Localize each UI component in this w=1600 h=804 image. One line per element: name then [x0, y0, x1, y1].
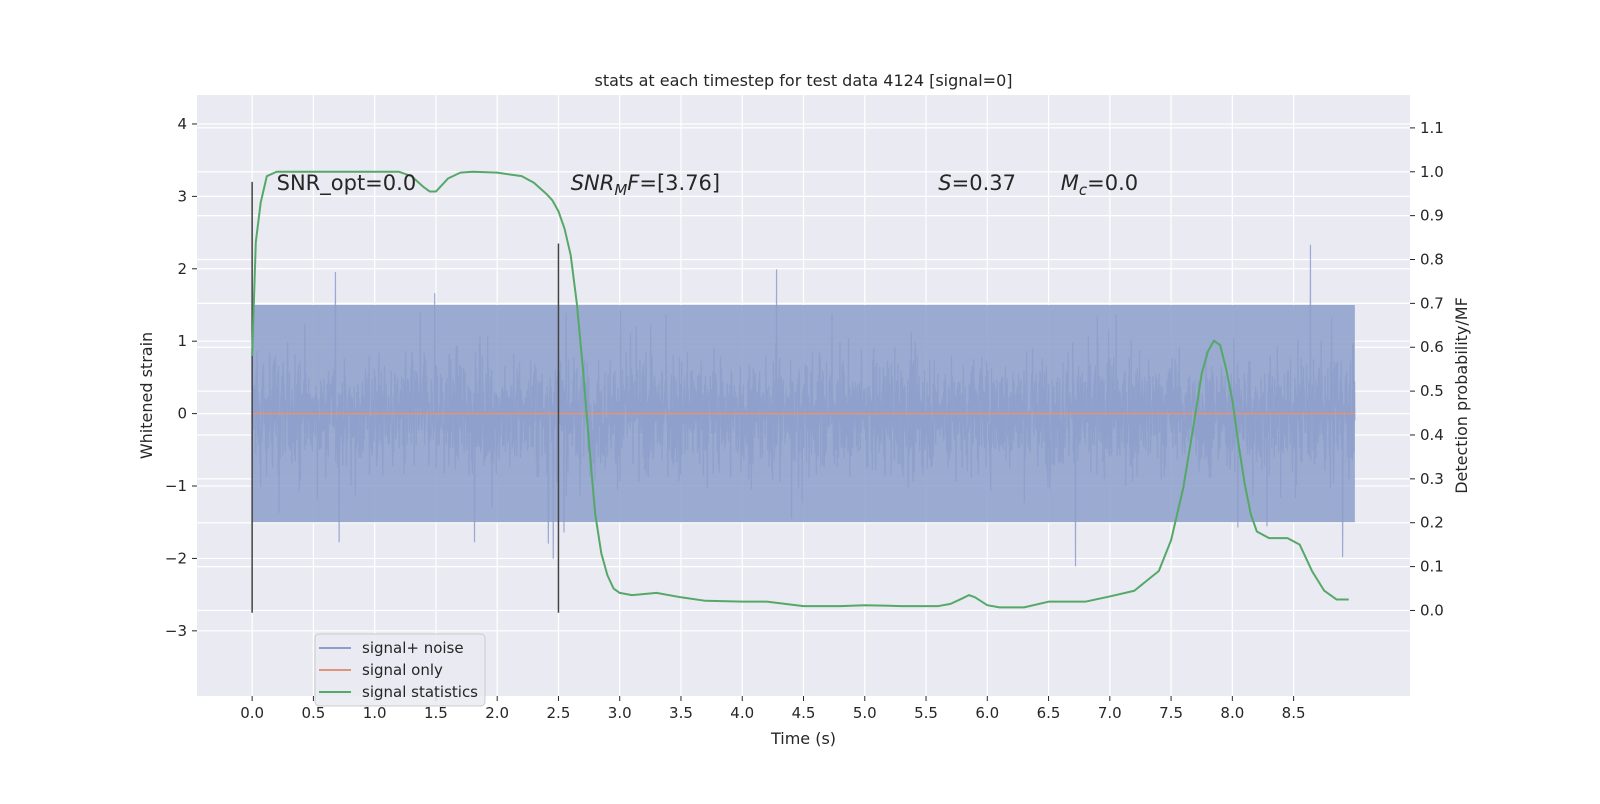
- legend-label-signal-statistics: signal statistics: [362, 683, 478, 701]
- y2-tick-label: 0.4: [1420, 426, 1444, 444]
- x-tick-label: 3.0: [608, 704, 632, 722]
- annotation-subscript: c: [1079, 181, 1088, 199]
- y-tick-label: 2: [177, 260, 187, 278]
- annotation-subscript: M: [614, 181, 627, 199]
- y-axis-label: Whitened strain: [137, 332, 156, 459]
- legend-label-signal-only: signal only: [362, 661, 443, 679]
- series-signal-statistics: [251, 170, 1349, 609]
- annotation-mc: Mc=0.0: [1061, 171, 1138, 199]
- y-tick-label: 0: [177, 405, 187, 423]
- x-axis-ticks: 0.0 0.5 1.0 1.5 2.0 2.5 3.0 3.5 4.0 4.5 5.0 5.5 6.0 6…: [240, 696, 1306, 722]
- y-tick-label: 4: [177, 115, 187, 133]
- y2-tick-label: 1.1: [1420, 119, 1444, 137]
- x-axis-label: Time (s): [770, 729, 836, 748]
- y-tick-label: 3: [177, 187, 187, 205]
- y2-axis-label: Detection probability/MF: [1452, 297, 1471, 494]
- y2-tick-label: 0.6: [1420, 338, 1444, 356]
- y2-axis-ticks: 1.1 1.0 0.9 0.8 0.7 0.6 0.5 0.4 0.3 0.2 0.1 0.0: [1410, 119, 1444, 619]
- annotation-value: =0.37: [952, 171, 1016, 195]
- x-tick-label: 6.0: [975, 704, 999, 722]
- annotation-base: SNR: [571, 171, 615, 195]
- x-tick-label: 5.5: [914, 704, 938, 722]
- y2-tick-label: 1.0: [1420, 163, 1444, 181]
- annotation-snr-opt: SNR_opt=0.0: [277, 171, 417, 196]
- y-axis-ticks: 4 3 2 1 0 −1 −2 −3: [165, 115, 197, 640]
- y2-tick-label: 0.7: [1420, 294, 1444, 312]
- y2-tick-label: 0.3: [1420, 470, 1444, 488]
- y-tick-label: −2: [165, 549, 187, 567]
- x-tick-label: 4.5: [792, 704, 816, 722]
- x-tick-label: 7.5: [1159, 704, 1183, 722]
- x-tick-label: 3.5: [669, 704, 693, 722]
- y2-tick-label: 0.0: [1420, 601, 1444, 619]
- annotations: SNR_opt=0.0 SNRMF=[3.76] S=0.37 Mc=0.0: [277, 171, 1139, 199]
- y-tick-label: −1: [165, 477, 187, 495]
- x-tick-label: 5.0: [853, 704, 877, 722]
- y-tick-label: −3: [165, 622, 187, 640]
- legend-label-signal-noise: signal+ noise: [362, 639, 464, 657]
- annotation-value: =[3.76]: [639, 171, 720, 195]
- y2-tick-label: 0.8: [1420, 251, 1444, 269]
- x-tick-label: 8.0: [1220, 704, 1244, 722]
- x-tick-label: 1.5: [424, 704, 448, 722]
- annotation-value: =0.0: [1087, 171, 1138, 195]
- legend-box: [314, 633, 486, 707]
- annotation-base: M: [1061, 171, 1079, 195]
- vertical-markers: [251, 181, 560, 613]
- x-tick-label: 6.5: [1037, 704, 1061, 722]
- annotation-base: S: [938, 171, 951, 195]
- x-tick-label: 8.5: [1282, 704, 1306, 722]
- y-tick-label: 1: [177, 332, 187, 350]
- x-tick-label: 7.0: [1098, 704, 1122, 722]
- y2-tick-label: 0.1: [1420, 558, 1444, 576]
- x-tick-label: 2.5: [547, 704, 571, 722]
- x-tick-label: 1.0: [363, 704, 387, 722]
- annotation-snr-mf: SNRMF=[3.76]: [571, 171, 720, 199]
- annotation-rest: F: [627, 171, 640, 195]
- chart-title: stats at each timestep for test data 412…: [594, 71, 1012, 90]
- y2-tick-label: 0.5: [1420, 382, 1444, 400]
- y2-tick-label: 0.9: [1420, 207, 1444, 225]
- legend: signal+ noise signal only signal statist…: [314, 633, 486, 707]
- annotation-s-stat: S=0.37: [938, 171, 1016, 195]
- y2-tick-label: 0.2: [1420, 514, 1444, 532]
- x-tick-label: 0.5: [301, 704, 325, 722]
- x-tick-label: 2.0: [485, 704, 509, 722]
- x-tick-label: 4.0: [730, 704, 754, 722]
- x-tick-label: 0.0: [240, 704, 264, 722]
- signal-statistics-line: [251, 170, 1349, 609]
